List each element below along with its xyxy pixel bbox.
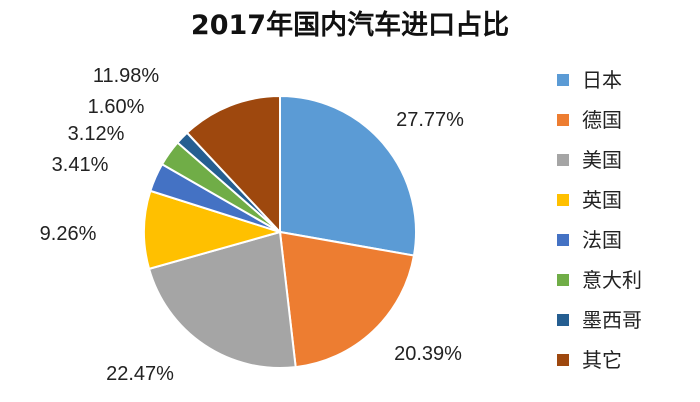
- legend-swatch-1: [557, 74, 569, 86]
- pie-slice-4: [143, 189, 284, 271]
- legend-swatch-3: [557, 154, 569, 166]
- legend-label-4: 英国: [582, 188, 622, 212]
- legend-label-6: 意大利: [582, 268, 642, 292]
- pie-labels: 27.77% 20.39% 22.47% 9.26% 3.41% 3.12% 1.60% 11…: [40, 65, 464, 385]
- pie-slice-8: [185, 94, 281, 235]
- pie-data-label-6: 3.12%: [68, 123, 125, 145]
- pie-slices: [143, 94, 417, 369]
- pie-data-label-1: 27.77%: [396, 109, 464, 131]
- pie-data-label-8: 11.98%: [93, 65, 160, 87]
- pie-data-label-2: 20.39%: [394, 343, 462, 365]
- legend-swatch-8: [557, 354, 569, 366]
- pie-slice-3: [147, 230, 297, 369]
- legend-label-1: 日本: [582, 68, 622, 92]
- legend-swatch-6: [557, 274, 569, 286]
- pie-data-label-4: 9.26%: [40, 223, 97, 245]
- chart-title: 2017年国内汽车进口占比: [191, 9, 509, 41]
- legend-label-2: 德国: [582, 108, 622, 132]
- legend-label-5: 法国: [582, 228, 622, 252]
- pie-slice-2: [278, 230, 416, 369]
- legend-swatch-2: [557, 114, 569, 126]
- legend-label-8: 其它: [582, 348, 622, 372]
- pie-data-label-7: 1.60%: [88, 96, 145, 118]
- legend-label-7: 墨西哥: [582, 308, 642, 332]
- legend-swatch-4: [557, 194, 569, 206]
- legend-swatch-5: [557, 234, 569, 246]
- legend-swatch-7: [557, 314, 569, 326]
- pie-data-label-3: 22.47%: [106, 363, 174, 385]
- legend-label-3: 美国: [582, 148, 622, 172]
- pie-data-label-5: 3.41%: [52, 154, 109, 176]
- pie-slice-1: [279, 94, 417, 257]
